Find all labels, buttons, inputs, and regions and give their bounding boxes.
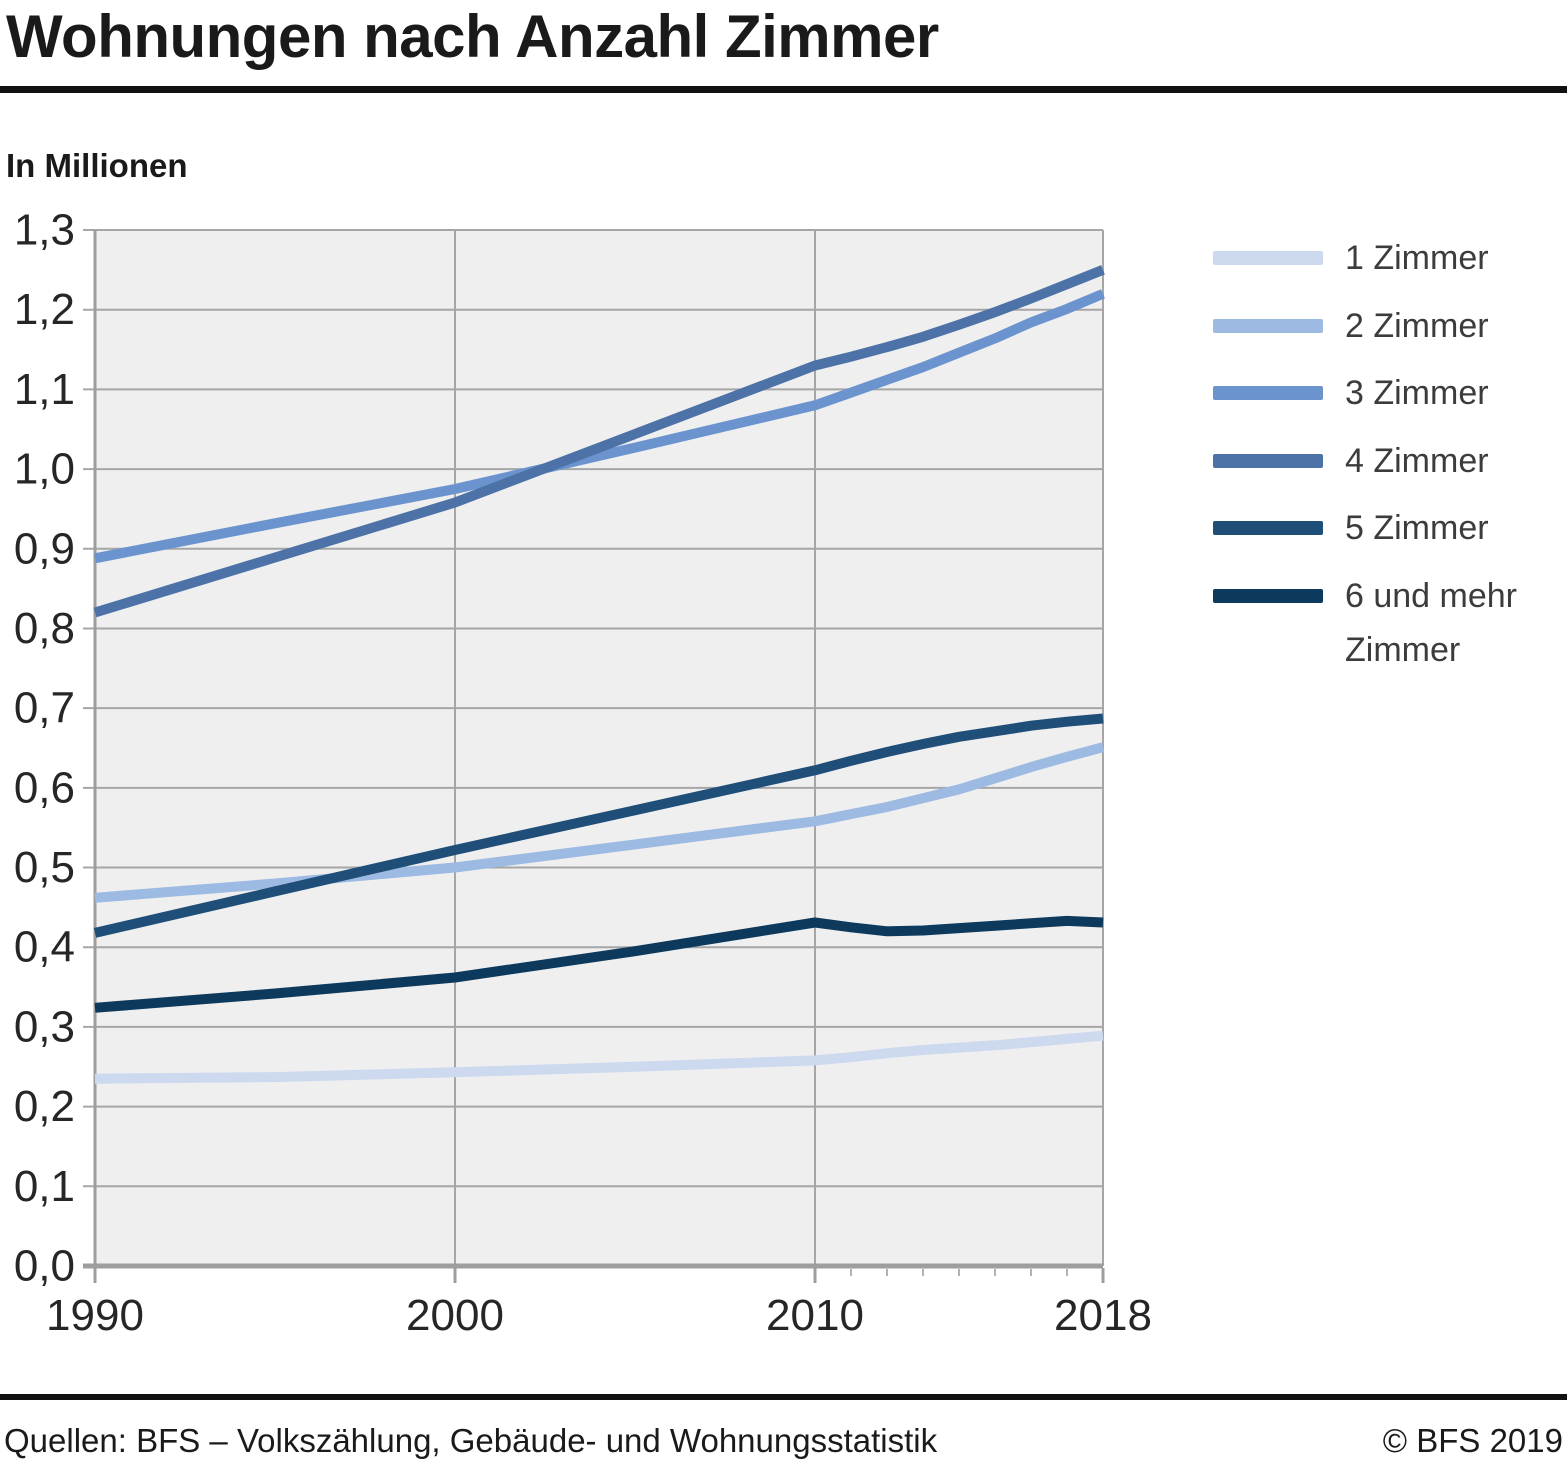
legend-label-4-zimmer: 4 Zimmer [1345, 441, 1489, 480]
unit-label: In Millionen [6, 147, 188, 184]
legend-swatch-2-zimmer [1213, 318, 1323, 333]
series-line-1-zimmer [94, 1030, 1104, 1084]
series-line-6-und-mehr-zimmer [94, 915, 1104, 1013]
series-line-3-zimmer [94, 289, 1105, 564]
y-tick-label: 1,3 [14, 206, 75, 255]
legend-item-3-zimmer: 3 Zimmer [1213, 366, 1565, 420]
y-tick-label: 0,4 [14, 923, 75, 972]
x-tick-label: 1990 [46, 1291, 144, 1340]
y-tick-label: 0,1 [14, 1162, 75, 1211]
x-tick-label: 2010 [766, 1291, 864, 1340]
legend-swatch-1-zimmer [1213, 251, 1323, 265]
legend-label-3-zimmer: 3 Zimmer [1345, 374, 1489, 412]
y-tick-label: 0,7 [14, 684, 75, 733]
legend-item-5-zimmer: 5 Zimmer [1213, 501, 1565, 555]
page-title: Wohnungen nach Anzahl Zimmer [6, 3, 939, 70]
y-tick-label: 0,9 [14, 524, 75, 573]
y-tick-label: 0,0 [14, 1242, 75, 1291]
legend-swatch-5-zimmer [1213, 521, 1323, 535]
y-tick-label: 1,1 [14, 365, 75, 414]
title-rule [0, 86, 1567, 93]
legend-item-1-zimmer: 1 Zimmer [1213, 231, 1565, 285]
legend-label-1-zimmer: 1 Zimmer [1345, 239, 1489, 277]
source-text: Quellen: BFS – Volkszählung, Gebäude- un… [4, 1422, 938, 1459]
plot-background [95, 230, 1103, 1266]
series-line-5-zimmer [93, 713, 1104, 938]
legend-item-4-zimmer: 4 Zimmer [1213, 434, 1565, 488]
legend-swatch-3-zimmer [1213, 386, 1323, 400]
y-tick-label: 0,8 [14, 604, 75, 653]
x-tick-label: 2018 [1054, 1291, 1152, 1340]
legend-label-6-und-mehr-zimmer: 6 und mehr Zimmer [1345, 576, 1517, 669]
copyright-text: © BFS 2019 [1382, 1422, 1563, 1459]
footer-rule [0, 1394, 1567, 1400]
legend-label-5-zimmer: 5 Zimmer [1345, 509, 1489, 547]
legend-swatch-6-und-mehr-zimmer [1213, 588, 1323, 603]
legend-swatch-4-zimmer [1213, 453, 1323, 468]
legend-item-2-zimmer: 2 Zimmer [1213, 299, 1565, 353]
series-line-2-zimmer [94, 742, 1105, 903]
y-tick-label: 0,3 [14, 1002, 75, 1051]
y-tick-label: 1,0 [14, 445, 75, 494]
y-tick-label: 0,2 [14, 1082, 75, 1131]
y-tick-label: 0,5 [14, 843, 75, 892]
x-tick-label: 2000 [406, 1291, 504, 1340]
footer: Quellen: BFS – Volkszählung, Gebäude- un… [4, 1422, 1563, 1460]
series-line-4-zimmer [93, 265, 1105, 618]
y-tick-label: 1,2 [14, 285, 75, 334]
legend-item-6-und-mehr-zimmer: 6 und mehr Zimmer [1213, 569, 1565, 677]
legend-label-2-zimmer: 2 Zimmer [1345, 306, 1489, 345]
y-tick-label: 0,6 [14, 763, 75, 812]
